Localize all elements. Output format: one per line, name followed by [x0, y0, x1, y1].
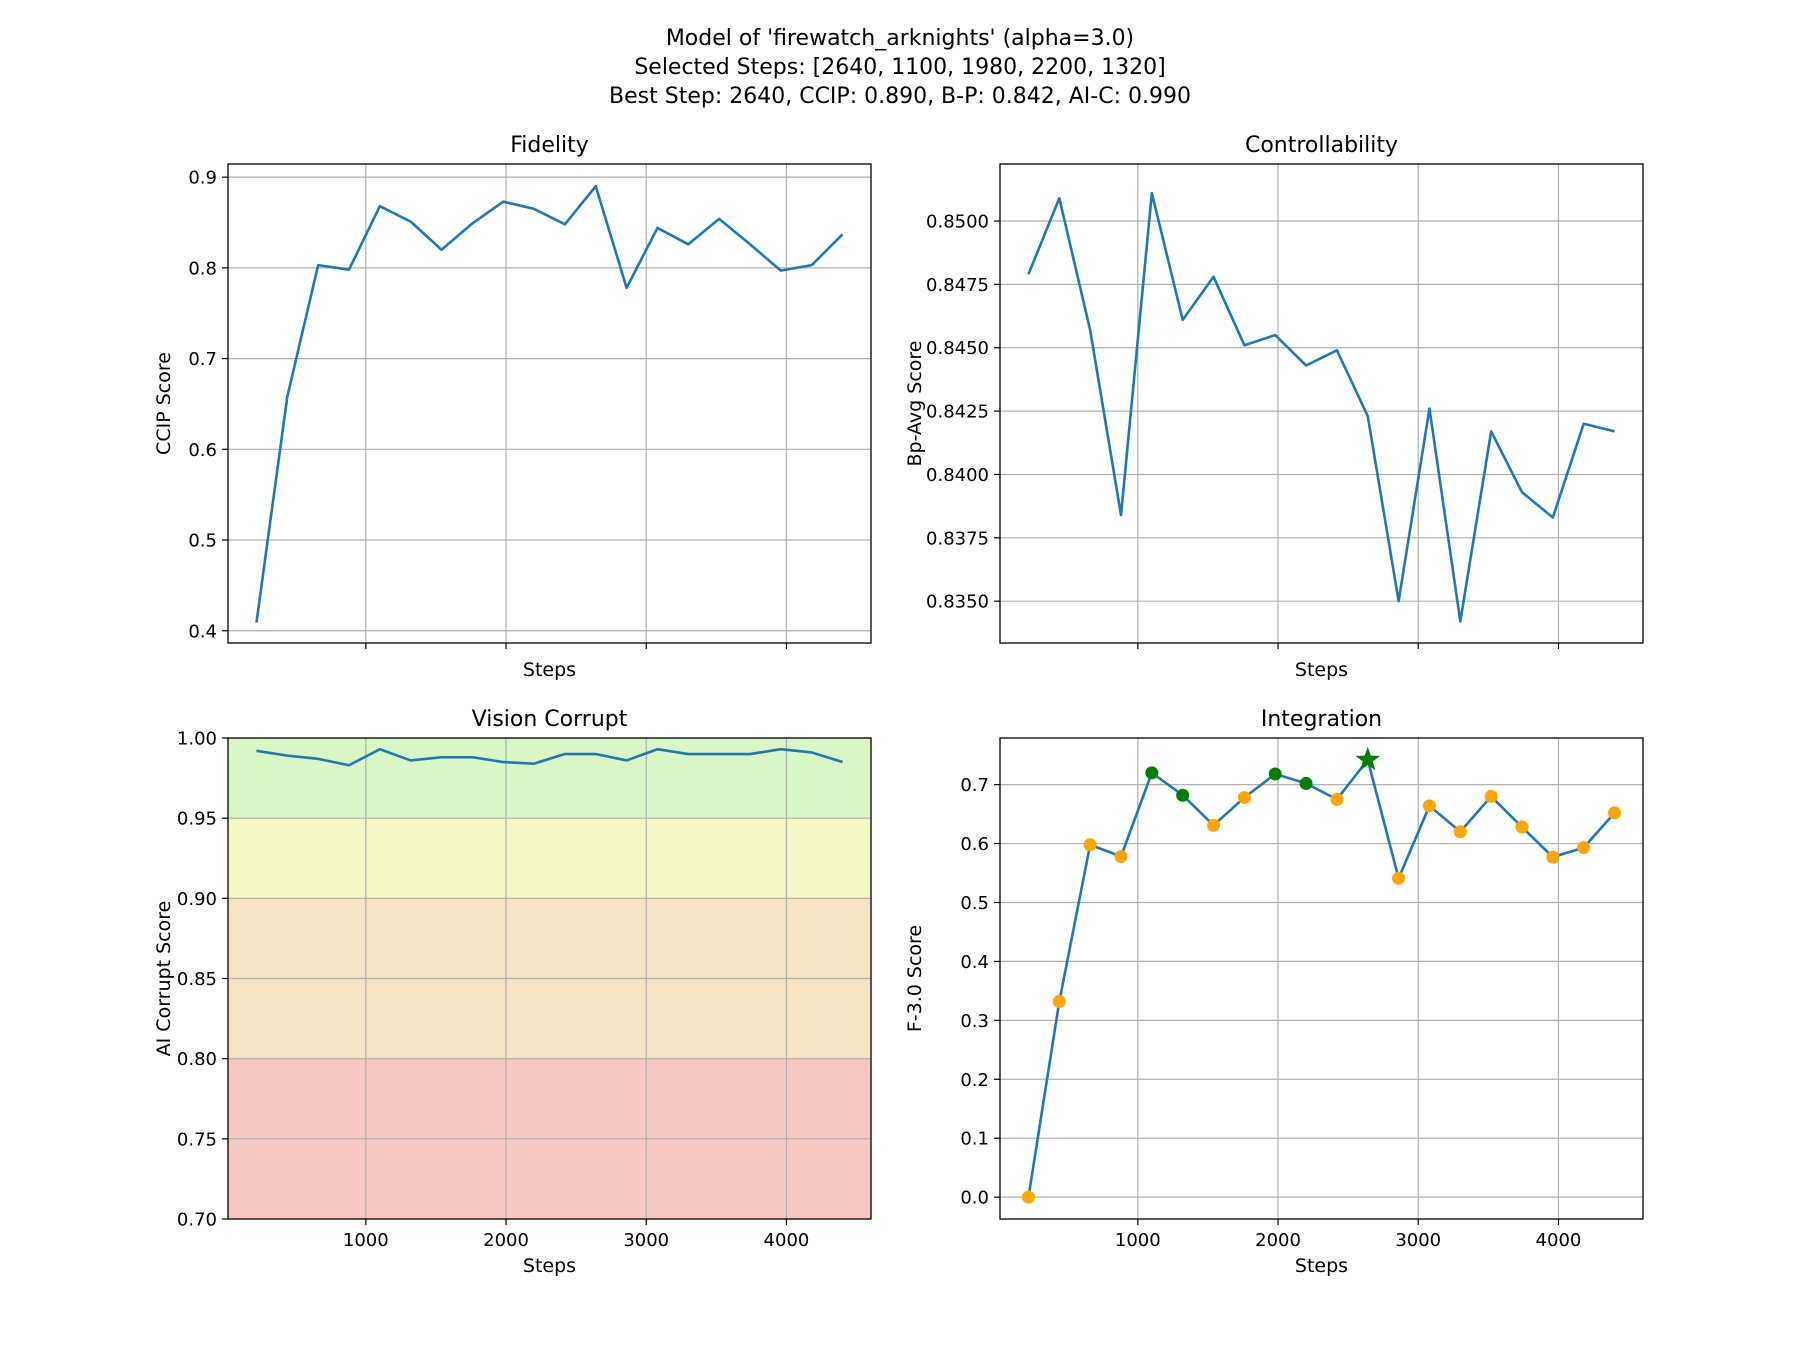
- integration-data-point: [1392, 871, 1406, 885]
- vision-corrupt-xtick-label: 4000: [764, 1230, 810, 1251]
- integration-xlabel: Steps: [1295, 1255, 1348, 1277]
- integration-selected-point: [1299, 776, 1313, 790]
- vision-corrupt-ytick-label: 0.85: [177, 969, 217, 990]
- integration-data-point: [1608, 806, 1622, 820]
- fidelity-title: Fidelity: [510, 133, 589, 158]
- integration-xtick-label: 2000: [1255, 1230, 1301, 1251]
- controllability-ylabel: Bp-Avg Score: [904, 341, 926, 467]
- controllability-ytick-label: 0.8475: [926, 275, 989, 296]
- controllability-ytick-label: 0.8500: [926, 212, 989, 233]
- fidelity-xlabel: Steps: [523, 659, 576, 681]
- controllability-ytick-label: 0.8425: [926, 402, 989, 423]
- fidelity-panel: 0.4 0.5 0.6 0.7 0.8 0.9 Fidelity Steps CCIP Scor…: [153, 133, 872, 681]
- controllability-ytick-label: 0.8400: [926, 465, 989, 486]
- vision-corrupt-ytick-label: 0.70: [177, 1210, 217, 1231]
- integration-data-point: [1577, 841, 1591, 855]
- figure-title-line-2: Selected Steps: [2640, 1100, 1980, 2200,…: [634, 55, 1165, 80]
- vision-corrupt-ylabel: AI Corrupt Score: [153, 901, 175, 1057]
- integration-data-point: [1330, 792, 1344, 806]
- integration-data-point: [1114, 850, 1128, 864]
- figure-title-line-1: Model of 'firewatch_arknights' (alpha=3.…: [666, 26, 1134, 51]
- vision-corrupt-xlabel: Steps: [523, 1255, 576, 1277]
- integration-ylabel: F-3.0 Score: [904, 925, 926, 1032]
- integration-ytick-label: 0.5: [960, 893, 989, 914]
- controllability-panel: 0.8350 0.8375 0.8400 0.8425 0.8450 0.8475 0.85…: [904, 133, 1644, 681]
- integration-xtick-label: 3000: [1395, 1230, 1441, 1251]
- figure-title-line-3: Best Step: 2640, CCIP: 0.890, B-P: 0.842…: [609, 84, 1191, 109]
- controllability-ytick-label: 0.8450: [926, 338, 989, 359]
- integration-ytick-label: 0.4: [960, 952, 989, 973]
- integration-ytick-label: 0.1: [960, 1129, 989, 1150]
- integration-best-step-star: [1355, 746, 1381, 771]
- integration-axes-frame: [999, 737, 1644, 1220]
- controllability-ytick-label: 0.8350: [926, 592, 989, 613]
- vision-corrupt-panel: 1000 2000 3000 4000 0.70 0.75 0.80 0.85 0.90 0.95…: [153, 707, 872, 1277]
- integration-data-point: [1207, 818, 1221, 832]
- integration-data-point: [1422, 799, 1436, 813]
- integration-title: Integration: [1261, 707, 1382, 732]
- vision-corrupt-band: [228, 818, 871, 899]
- integration-data-point: [1021, 1190, 1035, 1204]
- vision-corrupt-ytick-label: 0.95: [177, 809, 217, 830]
- fidelity-ytick-label: 0.6: [188, 440, 217, 461]
- fidelity-ytick-label: 0.5: [188, 531, 217, 552]
- integration-data-point: [1453, 825, 1467, 839]
- integration-ytick-label: 0.7: [960, 775, 989, 796]
- controllability-axes-frame: [999, 163, 1644, 644]
- integration-selected-point: [1176, 788, 1190, 802]
- integration-data-point: [1484, 789, 1498, 803]
- integration-selected-point: [1268, 767, 1282, 781]
- integration-xtick-label: 4000: [1536, 1230, 1582, 1251]
- vision-corrupt-ytick-label: 1.00: [177, 729, 217, 750]
- fidelity-ytick-label: 0.7: [188, 349, 217, 370]
- controllability-series-line: [1027, 191, 1615, 623]
- integration-ytick-label: 0.2: [960, 1070, 989, 1091]
- integration-data-point: [1515, 820, 1529, 834]
- controllability-xlabel: Steps: [1295, 659, 1348, 681]
- subplot-grid: 0.4 0.5 0.6 0.7 0.8 0.9 Fidelity Steps CCIP Scor…: [153, 133, 1644, 1277]
- integration-data-point: [1052, 994, 1066, 1008]
- integration-ytick-label: 0.0: [960, 1188, 989, 1209]
- integration-data-point: [1546, 850, 1560, 864]
- controllability-grid: [1000, 164, 1643, 643]
- vision-corrupt-xtick-label: 1000: [343, 1230, 389, 1251]
- integration-panel: 1000 2000 3000 4000 0.0 0.1 0.2 0.3 0.4 0.5 0.6 0.7…: [904, 707, 1644, 1277]
- vision-corrupt-ytick-label: 0.80: [177, 1049, 217, 1070]
- integration-selected-point: [1145, 766, 1159, 780]
- fidelity-series-line: [255, 184, 844, 623]
- vision-corrupt-ytick-label: 0.75: [177, 1129, 217, 1150]
- fidelity-ytick-label: 0.8: [188, 258, 217, 279]
- fidelity-ylabel: CCIP Score: [153, 352, 175, 455]
- fidelity-ytick-label: 0.9: [188, 168, 217, 189]
- integration-data-point: [1237, 791, 1251, 805]
- integration-grid: [1000, 738, 1643, 1219]
- integration-data-point: [1083, 838, 1097, 852]
- integration-ytick-label: 0.6: [960, 834, 989, 855]
- vision-corrupt-xtick-label: 3000: [623, 1230, 669, 1251]
- integration-ytick-label: 0.3: [960, 1011, 989, 1032]
- fidelity-ytick-label: 0.4: [188, 621, 217, 642]
- controllability-ytick-label: 0.8375: [926, 528, 989, 549]
- integration-series-line: [1027, 758, 1616, 1198]
- controllability-title: Controllability: [1245, 133, 1398, 158]
- vision-corrupt-ytick-label: 0.90: [177, 889, 217, 910]
- vision-corrupt-series-line: [256, 747, 843, 767]
- vision-corrupt-xtick-label: 2000: [483, 1230, 529, 1251]
- fidelity-axes-frame: [227, 163, 872, 644]
- vision-corrupt-grid: [228, 738, 871, 1219]
- vision-corrupt-title: Vision Corrupt: [472, 707, 628, 732]
- integration-xtick-label: 1000: [1115, 1230, 1161, 1251]
